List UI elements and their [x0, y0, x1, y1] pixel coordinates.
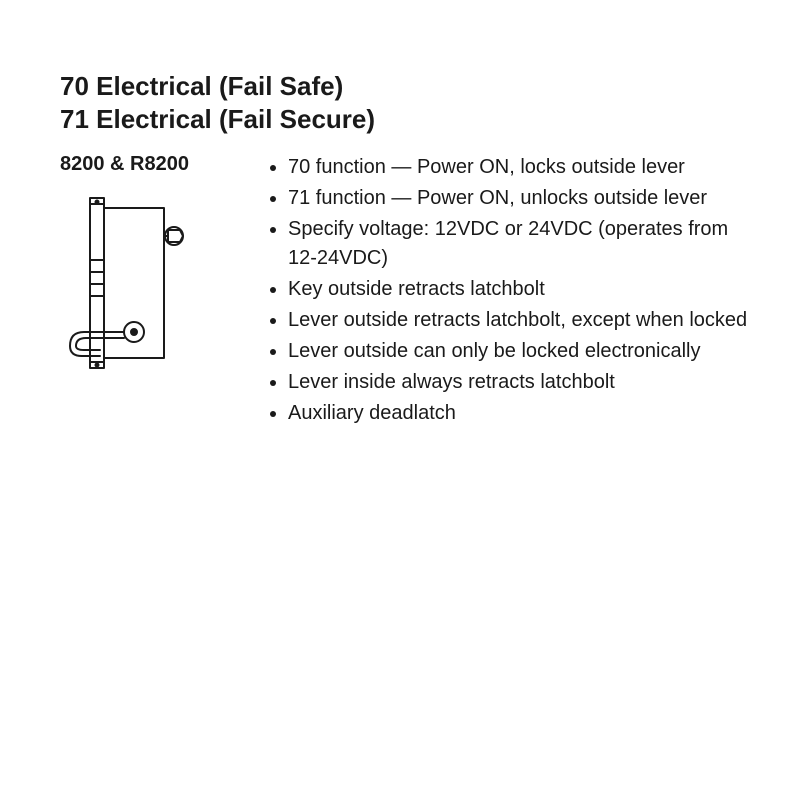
title-block: 70 Electrical (Fail Safe) 71 Electrical …	[60, 70, 760, 135]
feature-item: 70 function — Power ON, locks outside le…	[288, 153, 760, 182]
feature-list: 70 function — Power ON, locks outside le…	[264, 153, 760, 428]
title-line-2: 71 Electrical (Fail Secure)	[60, 103, 760, 136]
model-label: 8200 & R8200	[60, 153, 240, 176]
title-line-1: 70 Electrical (Fail Safe)	[60, 70, 760, 103]
feature-item: Lever outside can only be locked electro…	[288, 337, 760, 366]
feature-item: Lever inside always retracts latchbolt	[288, 368, 760, 397]
feature-item: Lever outside retracts latchbolt, except…	[288, 306, 760, 335]
feature-item: Key outside retracts latchbolt	[288, 275, 760, 304]
feature-item: Specify voltage: 12VDC or 24VDC (operate…	[288, 215, 760, 273]
lock-diagram	[60, 190, 200, 420]
product-spec-page: 70 Electrical (Fail Safe) 71 Electrical …	[0, 0, 800, 470]
content-row: 8200 & R8200	[60, 153, 760, 430]
feature-item: 71 function — Power ON, unlocks outside …	[288, 184, 760, 213]
left-column: 8200 & R8200	[60, 153, 240, 420]
feature-item: Auxiliary deadlatch	[288, 399, 760, 428]
right-column: 70 function — Power ON, locks outside le…	[264, 153, 760, 430]
lock-diagram-svg	[60, 190, 200, 420]
